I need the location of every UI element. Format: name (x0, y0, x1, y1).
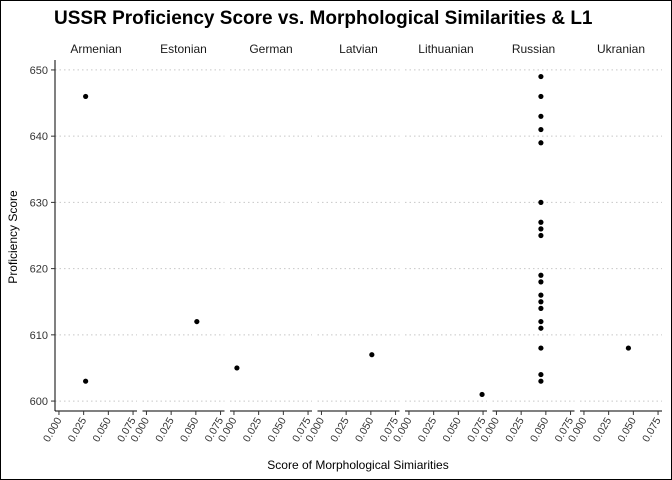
x-tick-label: 0.025 (328, 415, 352, 444)
data-point (83, 93, 89, 100)
data-point (538, 345, 544, 351)
x-tick-label: 0.050 (440, 415, 464, 444)
x-tick-label: 0.050 (615, 415, 639, 444)
data-point (538, 371, 544, 378)
data-point (83, 378, 89, 384)
facet-label: Ukranian (597, 42, 645, 56)
facet-label: German (249, 42, 292, 56)
data-point (369, 352, 375, 358)
x-tick-label: 0.025 (416, 415, 440, 444)
y-tick-label: 630 (30, 197, 48, 209)
data-point (538, 140, 544, 146)
x-tick-label: 0.050 (90, 415, 114, 444)
x-tick-label: 0.050 (528, 415, 552, 444)
data-point (479, 391, 485, 398)
x-tick-label: 0.075 (640, 415, 664, 444)
x-tick-label: 0.050 (265, 415, 289, 444)
data-point (538, 279, 544, 285)
data-point (538, 93, 544, 100)
y-axis: 600 610 620 630 640 650 (30, 60, 56, 411)
data-point (538, 126, 544, 133)
y-tick-label: 610 (30, 330, 48, 342)
data-point (194, 318, 200, 325)
facet-label: Lithuanian (418, 42, 473, 56)
data-point (538, 73, 544, 80)
x-tick-label: 0.025 (153, 415, 177, 444)
x-tick-label: 0.025 (241, 415, 265, 444)
data-point (538, 378, 544, 384)
y-tick-label: 640 (30, 131, 48, 143)
data-point (538, 226, 544, 232)
x-tick-label: 0.050 (178, 415, 202, 444)
data-point (234, 365, 240, 371)
x-tick-label: 0.000 (41, 415, 65, 444)
data-point (538, 219, 544, 225)
data-point (538, 292, 544, 298)
data-point (538, 232, 544, 239)
data-point (538, 305, 544, 311)
facet-label: Latvian (339, 42, 378, 56)
chart-title: USSR Proficiency Score vs. Morphological… (54, 8, 593, 29)
data-point (538, 299, 544, 305)
x-tick-label: 0.025 (591, 415, 615, 444)
data-point (625, 345, 632, 351)
x-tick-label: 0.050 (353, 415, 377, 444)
y-tick-label: 650 (30, 65, 48, 77)
x-tick-label: 0.025 (503, 415, 527, 444)
data-point (538, 272, 544, 278)
y-tick-label: 620 (30, 264, 48, 276)
x-tick-label: 0.025 (66, 415, 90, 444)
data-point (538, 318, 544, 325)
facet-label: Russian (512, 42, 555, 56)
facet-label: Estonian (160, 42, 207, 56)
y-axis-title: Proficiency Score (6, 190, 20, 284)
y-tick-label: 600 (30, 396, 48, 408)
facet-label: Armenian (70, 42, 121, 56)
x-axis-title: Score of Morphological Simiarities (267, 458, 448, 472)
data-point (538, 199, 544, 205)
data-point (538, 325, 544, 331)
data-point (538, 113, 544, 119)
